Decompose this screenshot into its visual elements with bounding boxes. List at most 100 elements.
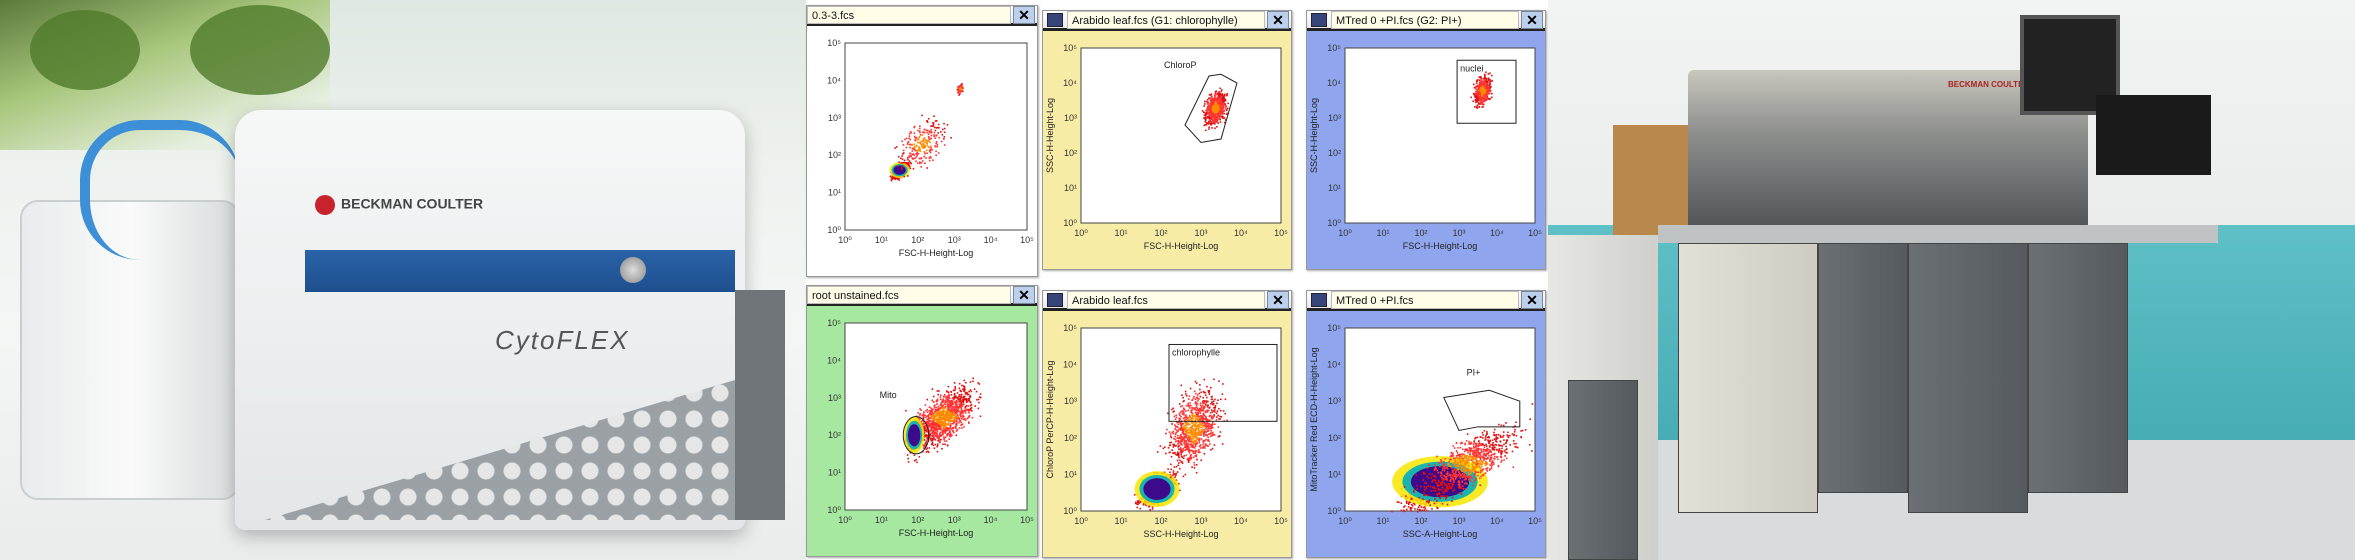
event-point [934,426,936,429]
close-button[interactable]: ✕ [1521,10,1543,29]
event-point [928,131,931,134]
event-point [1215,107,1218,110]
event-point [948,401,951,404]
close-button[interactable]: ✕ [1013,285,1035,304]
close-button[interactable]: ✕ [1267,10,1289,29]
event-point [937,425,940,428]
event-point [964,398,967,401]
plot-window[interactable]: Arabido leaf.fcs (G1: chlorophylle) ✕ Chlo… [1042,10,1292,270]
event-point [1198,441,1201,444]
event-point [952,429,954,432]
plot-titlebar[interactable]: 0.3-3.fcs ✕ [807,5,1037,26]
event-point [947,408,950,411]
density-core [1143,478,1171,500]
event-point [1479,100,1482,103]
event-point [1198,392,1201,395]
event-point [926,398,929,401]
event-point [935,435,938,438]
event-point [961,384,963,387]
plot-titlebar[interactable]: root unstained.fcs ✕ [807,285,1037,306]
event-point [1213,98,1215,101]
event-point [907,461,910,463]
event-point [1200,434,1202,436]
event-point [936,422,939,425]
event-point [1191,407,1194,409]
plot-window[interactable]: 0.3-3.fcs ✕ 10⁰ 10⁰ 10¹ 10¹ 10² 10² 10³ 10³ 10⁴ 10⁴… [806,5,1038,277]
event-point [1204,394,1207,396]
event-point [961,403,963,406]
event-point [1187,435,1189,437]
event-point [965,401,968,403]
event-point [924,152,926,155]
event-point [940,140,943,143]
event-point [958,382,961,385]
event-point [1179,459,1181,462]
close-button[interactable]: ✕ [1013,5,1035,24]
event-point [1178,419,1181,422]
event-point [909,161,912,164]
plot-titlebar[interactable]: Arabido leaf.fcs (G1: chlorophylle) ✕ [1043,10,1291,31]
plot-window[interactable]: MTred 0 +PI.fcs (G2: PI+) ✕ nuclei 10⁰ 10⁰ 10… [1306,10,1546,270]
x-axis-label: FSC-H-Height-Log [899,528,974,538]
event-point [892,176,895,179]
event-point [933,436,935,439]
event-point [926,152,928,155]
event-point [939,417,941,419]
event-point [1137,500,1140,503]
event-point [1191,412,1193,414]
event-point [1480,80,1483,82]
event-point [1473,86,1476,89]
save-icon[interactable] [1311,12,1327,27]
event-point [931,415,933,418]
event-point [1175,431,1177,434]
event-point [940,403,943,406]
event-point [933,412,935,415]
close-button[interactable]: ✕ [1267,290,1289,309]
event-point [908,154,911,157]
event-point [902,144,905,146]
event-point [1217,414,1219,417]
event-point [1481,95,1484,97]
plot-titlebar[interactable]: MTred 0 +PI.fcs (G2: PI+) ✕ [1307,10,1545,31]
event-point [943,131,946,134]
event-point [946,412,949,414]
event-point [1221,101,1223,103]
event-point [926,438,928,440]
event-point [946,124,949,126]
event-point [956,417,958,420]
event-point [1209,386,1212,389]
event-point [1216,113,1219,116]
event-point [1205,400,1208,402]
event-point [948,428,950,431]
y-tick-label: 10⁰ [1063,218,1077,228]
event-point [1177,454,1179,456]
event-point [1209,412,1212,414]
event-point [965,381,967,384]
event-point [935,142,937,145]
event-point [969,407,972,410]
plot-window[interactable]: root unstained.fcs ✕ Mito 10⁰ 10⁰ 10¹ 10¹ 10² 10… [806,285,1038,557]
event-point [947,432,949,435]
event-point [1205,401,1208,404]
event-point [1210,409,1213,411]
event-point [902,152,905,154]
event-point [1196,407,1199,410]
event-point [1210,432,1213,435]
event-point [1480,101,1482,104]
plot-area [1080,47,1282,224]
plot-titlebar[interactable]: Arabido leaf.fcs ✕ [1043,290,1291,311]
event-point [1487,87,1489,89]
event-point [939,412,942,415]
save-icon[interactable] [1047,12,1063,27]
plot-window[interactable]: Arabido leaf.fcs ✕ chlorophylle 10⁰ 10⁰ 10¹ 10… [1042,290,1292,558]
event-point [957,401,959,403]
event-point [931,388,934,390]
event-point [1213,415,1215,418]
save-icon[interactable] [1047,292,1063,307]
event-point [1485,89,1487,92]
event-point [1182,430,1185,432]
event-point [926,447,928,449]
event-point [1189,443,1191,446]
event-point [963,395,966,398]
event-point [953,382,956,384]
